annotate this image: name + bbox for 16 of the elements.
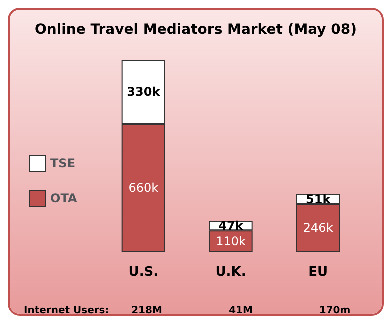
data-label: 47k	[218, 219, 244, 234]
data-label: 660k	[128, 180, 159, 195]
legend-label: TSE	[50, 156, 76, 170]
text: 170m	[319, 306, 351, 316]
x-tick-label: EU	[308, 265, 328, 280]
x-tick-label: U.K.	[216, 265, 246, 280]
data-label: 330k	[127, 84, 162, 99]
chart-title: Online Travel Mediators Market (May 08)	[34, 22, 358, 38]
x-tick-label: U.S.	[128, 265, 159, 280]
text: 218M	[132, 306, 162, 316]
data-label: 246k	[303, 221, 334, 236]
text: Internet Users:	[24, 306, 110, 316]
text: 41M	[229, 306, 253, 316]
data-label: 110k	[216, 234, 246, 248]
data-label: 51k	[306, 192, 332, 206]
legend-label: OTA	[50, 192, 78, 206]
